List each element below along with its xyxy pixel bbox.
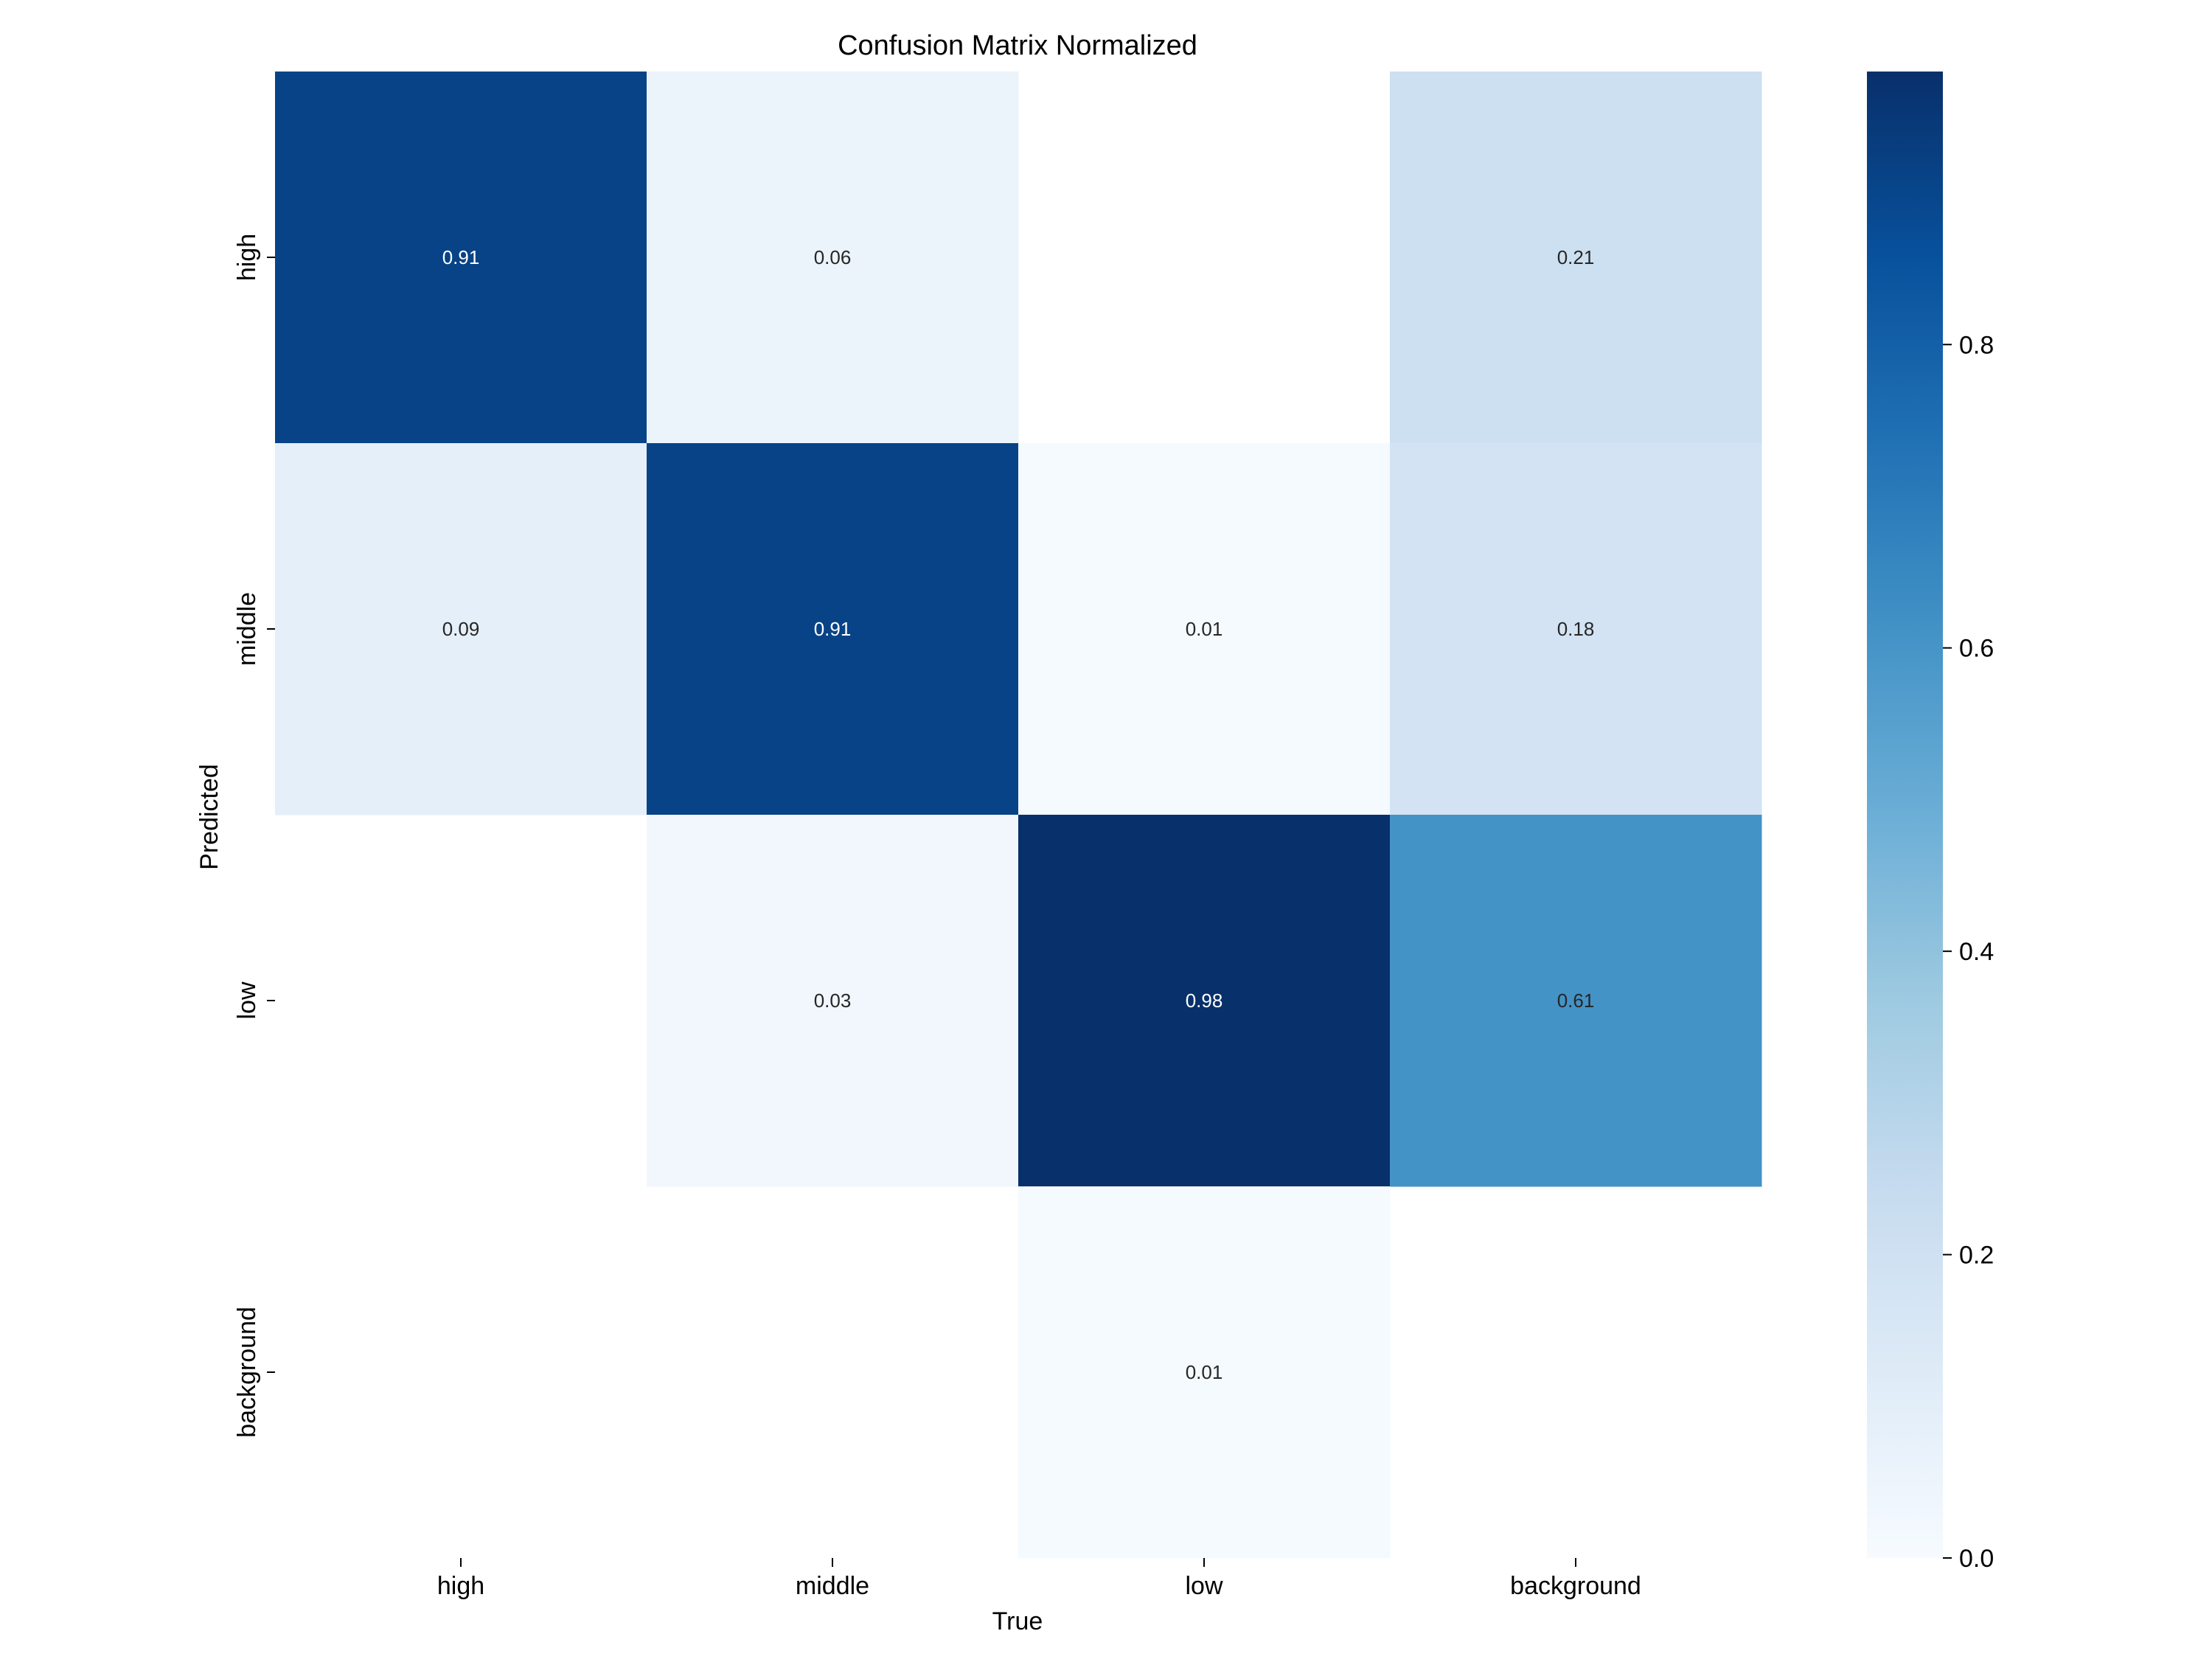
cell-value-label: 0.91 xyxy=(814,618,852,640)
cell-value-label: 0.01 xyxy=(1186,1361,1223,1383)
heatmap-cell-middle-middle xyxy=(647,443,1019,815)
colorbar-tick-label: 0.4 xyxy=(1959,938,1994,966)
heatmap-cell-background-low xyxy=(1018,1186,1391,1559)
y-tick-label-low: low xyxy=(233,981,261,1019)
heatmap-cell-middle-background xyxy=(1390,443,1762,815)
cell-value-label: 0.06 xyxy=(814,246,852,268)
chart-title: Confusion Matrix Normalized xyxy=(838,30,1197,61)
heatmap-cell-middle-low xyxy=(1018,443,1391,815)
heatmap-cell-middle-high xyxy=(275,443,647,815)
colorbar-tick-label: 0.8 xyxy=(1959,331,1994,359)
cell-value-label: 0.21 xyxy=(1557,246,1595,268)
colorbar-gradient xyxy=(1867,72,1943,1558)
colorbar-tick-label: 0.6 xyxy=(1959,635,1994,663)
colorbar-tick-label: 0.2 xyxy=(1959,1242,1994,1270)
heatmap-cell-low-low xyxy=(1018,815,1391,1187)
cell-value-label: 0.91 xyxy=(442,246,480,268)
y-axis: high middle low background xyxy=(233,234,275,1438)
cell-value-label: 0.03 xyxy=(814,990,852,1012)
cell-value-label: 0.18 xyxy=(1557,618,1595,640)
cell-value-labels: 0.91 0.06 0.21 0.09 0.91 0.01 0.18 0.03 0.98 0.61… xyxy=(442,246,1595,1383)
heatmap-cell-high-high xyxy=(275,72,647,444)
x-tick-label-low: low xyxy=(1185,1572,1222,1600)
heatmap-cell-high-background xyxy=(1390,72,1762,444)
y-axis-label: Predicted xyxy=(195,764,223,870)
heatmap-cell-low-middle xyxy=(647,815,1019,1187)
heatmap-cells xyxy=(275,72,1762,1559)
x-tick-label-middle: middle xyxy=(796,1572,869,1600)
y-tick-label-high: high xyxy=(233,234,261,281)
cell-value-label: 0.01 xyxy=(1186,618,1223,640)
x-axis: high middle low background xyxy=(437,1558,1641,1600)
cell-value-label: 0.61 xyxy=(1557,990,1595,1012)
x-axis-label: True xyxy=(992,1607,1043,1635)
heatmap-cell-high-middle xyxy=(647,72,1019,444)
colorbar-tick-label: 0.0 xyxy=(1959,1545,1994,1573)
x-tick-label-background: background xyxy=(1510,1572,1641,1600)
y-tick-label-middle: middle xyxy=(233,592,261,666)
y-tick-label-background: background xyxy=(233,1307,261,1438)
colorbar: 0.0 0.2 0.4 0.6 0.8 xyxy=(1867,72,1994,1573)
cell-value-label: 0.98 xyxy=(1186,990,1223,1012)
cell-value-label: 0.09 xyxy=(442,618,480,640)
x-tick-label-high: high xyxy=(437,1572,484,1600)
heatmap-cell-low-background xyxy=(1390,815,1762,1187)
